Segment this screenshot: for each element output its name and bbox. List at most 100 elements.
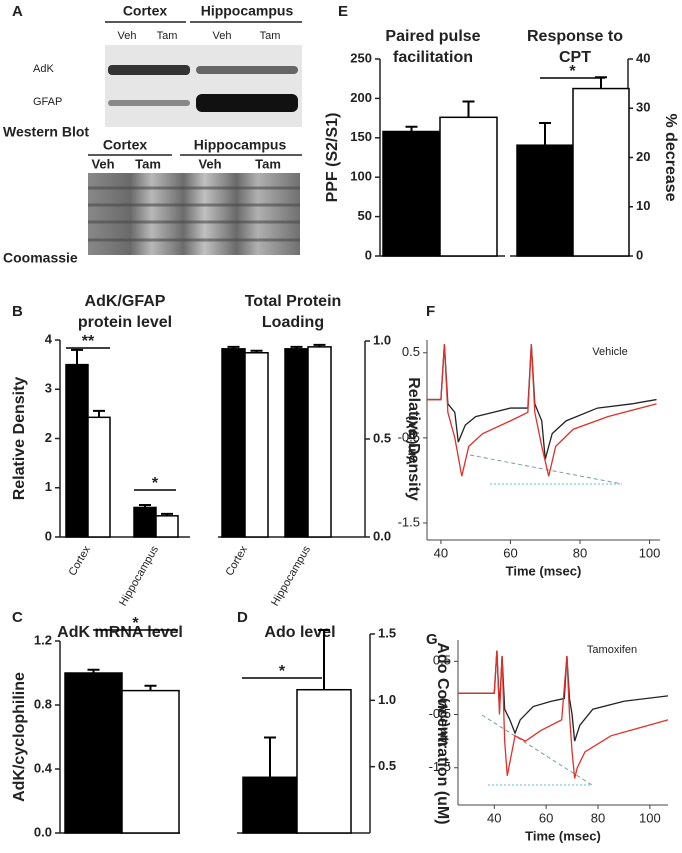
y-tick-label: 0.0 [373, 528, 391, 543]
x-axis-label: Time (msec) [525, 828, 601, 843]
error-bar [139, 503, 151, 508]
y-tick-label: 0 [45, 528, 52, 543]
x-tick-label: 80 [591, 810, 605, 825]
y-tick-label: 3 [45, 381, 52, 396]
y-tick-label: 0.5 [378, 758, 396, 773]
error-bar [161, 512, 173, 516]
bar [121, 689, 180, 834]
error-bar [318, 629, 330, 690]
y-axis-label: % decrease [662, 113, 679, 201]
significance-label: * [152, 475, 159, 492]
y-tick-label: 1.0 [373, 332, 391, 347]
blot-header: Cortex [123, 3, 168, 19]
y-axis-label: PPF (S2/S1) [324, 113, 341, 203]
band [108, 100, 190, 106]
gel-bands [88, 186, 300, 242]
significance-label: * [132, 615, 139, 632]
bar [439, 116, 498, 257]
y-tick-label: 2 [45, 430, 52, 445]
panel-letter: G [426, 631, 438, 648]
panel-letter: F [426, 303, 435, 320]
y-tick-label: 250 [350, 50, 372, 65]
y-tick-label: 0.8 [34, 696, 52, 711]
y-tick-label: 4 [45, 331, 53, 346]
y-axis-label: Relative Density [11, 377, 28, 501]
x-tick-label: Cortex [224, 544, 251, 578]
error-bar [144, 684, 157, 691]
bar [244, 352, 269, 538]
bar [296, 688, 352, 834]
x-tick-label: 100 [639, 810, 661, 825]
y-tick-label: -0.5 [429, 706, 451, 721]
gel-title: Coomassie [3, 250, 78, 266]
panel-letter: D [237, 609, 248, 626]
significance-label: * [279, 663, 286, 680]
chart-title: facilitation [393, 49, 473, 66]
annotation: Vehicle [592, 346, 627, 358]
error-bar [250, 349, 263, 353]
bar [65, 363, 89, 538]
y-tick-label: 30 [636, 100, 650, 115]
chart-title: Total Protein [245, 293, 342, 310]
trace [427, 344, 657, 477]
y-tick-label: 150 [350, 129, 372, 144]
panel-letter: C [12, 609, 23, 626]
y-tick-label: 1.2 [34, 632, 52, 647]
lane-label: Veh [213, 30, 232, 42]
y-tick-label: -1.5 [398, 514, 420, 529]
error-bar [405, 125, 418, 132]
bar [307, 346, 332, 538]
blot-title: Western Blot [3, 124, 89, 140]
y-tick-label: 1.0 [378, 692, 396, 707]
y-axis-label: Vm(mV) [403, 415, 418, 464]
y-tick-label: 0 [636, 247, 643, 262]
panel-letter: E [338, 3, 348, 20]
bar [133, 506, 157, 538]
x-axis-label: Time (msec) [506, 563, 582, 578]
panel-letter: A [12, 3, 23, 20]
y-tick-label: -1.5 [429, 759, 451, 774]
lane-label: Tam [255, 156, 281, 171]
chart-title: CPT [559, 49, 591, 66]
error-bar [71, 348, 83, 365]
lane-label: Tam [157, 30, 178, 42]
bar [284, 348, 309, 538]
y-tick-label: 40 [636, 50, 650, 65]
error-bar [313, 343, 326, 347]
panel-letter: B [12, 303, 23, 320]
row-label: GFAP [33, 96, 62, 108]
chart-title: AdK/GFAP [85, 293, 166, 310]
y-tick-label: 10 [636, 198, 650, 213]
y-tick-label: 0.5 [433, 653, 451, 668]
gel [88, 173, 300, 255]
bar [87, 416, 111, 538]
y-tick-label: 50 [358, 208, 372, 223]
error-bar [93, 409, 105, 418]
x-tick-label: 100 [639, 545, 661, 560]
y-axis-label: Ado Concentration (uM) [434, 642, 451, 824]
bar [155, 515, 179, 538]
trace [427, 344, 657, 460]
y-tick-label: 0.5 [402, 344, 420, 359]
x-tick-label: 40 [487, 810, 501, 825]
x-tick-label: 60 [503, 545, 517, 560]
chart-title: Ado level [264, 624, 335, 641]
y-tick-label: 1 [45, 479, 52, 494]
significance-label: * [569, 63, 576, 80]
y-tick-label: 20 [636, 149, 650, 164]
x-tick-label: Cortex [67, 544, 94, 578]
bar [64, 672, 123, 834]
lane-label: Veh [198, 156, 221, 171]
error-bar [539, 122, 551, 146]
y-tick-label: 0.4 [34, 760, 53, 775]
lane-label: Veh [118, 30, 137, 42]
y-tick-label: 0.5 [373, 430, 391, 445]
lane-label: Tam [260, 30, 281, 42]
annotation: Tamoxifen [587, 644, 637, 656]
chart-title: AdK mRNA level [57, 624, 183, 641]
chart-title: Paired pulse [385, 28, 480, 45]
bar [242, 776, 298, 834]
significance-label: ** [82, 333, 95, 350]
y-axis-label: AdK/cyclophiline [11, 672, 28, 802]
x-tick-label: Hippocampus [117, 544, 161, 609]
